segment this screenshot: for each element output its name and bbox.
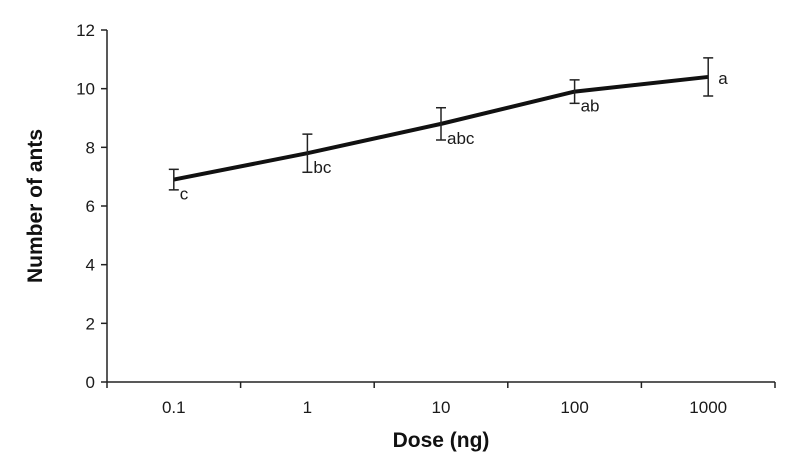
error-bar [168,168,179,191]
x-tick-label: 1 [303,398,312,417]
significance-label: bc [313,158,331,177]
x-axis-title: Dose (ng) [393,429,490,452]
x-tick-label: 10 [432,398,451,417]
y-axis-title: Number of ants [24,129,47,283]
x-tick-label: 1000 [689,398,727,417]
y-ticks: 0 2 4 6 8 10 12 [76,21,107,392]
significance-label: abc [447,129,475,148]
error-bar [436,106,446,141]
y-axis: 0 2 4 6 8 10 12 [76,21,108,392]
y-tick-label: 4 [86,256,95,275]
x-ticks: 0.1 1 10 100 1000 [106,382,776,417]
significance-label: ab [581,97,600,116]
y-tick-label: 10 [76,80,95,99]
y-tick-label: 12 [76,21,95,40]
significance-label: a [718,69,728,88]
error-bar [703,57,714,97]
series-layer: c bc abc ab a [168,57,728,204]
y-tick-label: 8 [86,138,95,157]
x-tick-label: 0.1 [162,398,186,417]
x-axis: 0.1 1 10 100 1000 [106,381,776,417]
error-bar [569,79,580,105]
x-tick-label: 100 [560,398,588,417]
significance-label: c [180,185,189,204]
y-tick-label: 0 [86,373,95,392]
error-bar [302,133,313,174]
y-tick-label: 6 [86,197,95,216]
y-tick-label: 2 [86,314,95,333]
